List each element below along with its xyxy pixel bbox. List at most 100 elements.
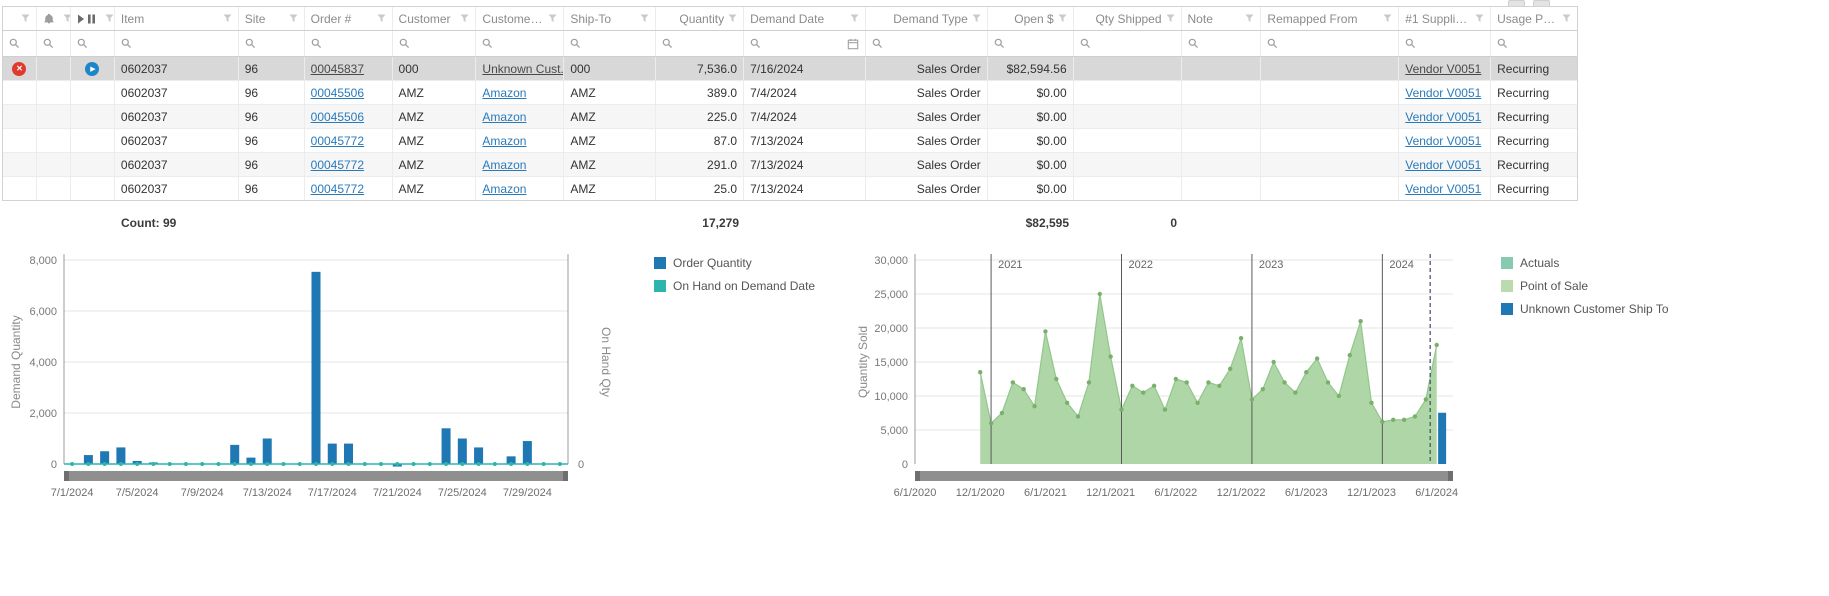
filter-funnel-icon[interactable] <box>1166 14 1175 23</box>
filter-funnel-icon[interactable] <box>223 14 232 23</box>
column-header-item[interactable]: Item <box>115 7 239 30</box>
column-header-note[interactable]: Note <box>1182 7 1262 30</box>
column-header-demand_type[interactable]: Demand Type <box>866 7 988 30</box>
supplier-link[interactable]: Vendor V0051 <box>1405 85 1482 100</box>
search-icon[interactable] <box>662 38 673 49</box>
legend-item-0[interactable]: Order Quantity <box>654 256 839 270</box>
table-row[interactable]: 0602037 96 00045772 AMZ Amazon AMZ 25.0 7/13/20… <box>3 177 1577 200</box>
search-icon[interactable] <box>311 38 322 49</box>
filter-cell-demand_type[interactable] <box>866 31 988 56</box>
filter-cell-item[interactable] <box>115 31 239 56</box>
table-row[interactable]: ✕ ▶ 0602037 96 00045837 000 Unknown Cust... 000… <box>3 57 1577 81</box>
search-icon[interactable] <box>121 38 132 49</box>
filter-funnel-icon[interactable] <box>377 14 386 23</box>
filter-cell-play[interactable] <box>71 31 115 56</box>
filter-funnel-icon[interactable] <box>289 14 298 23</box>
customer_name-link[interactable]: Amazon <box>482 181 527 196</box>
search-icon[interactable] <box>1405 38 1416 49</box>
search-icon[interactable] <box>1497 38 1508 49</box>
column-header-customer[interactable]: Customer <box>393 7 477 30</box>
error-icon[interactable]: ✕ <box>12 61 27 76</box>
search-icon[interactable] <box>872 38 883 49</box>
filter-cell-remapped_from[interactable] <box>1261 31 1400 56</box>
filter-cell-order[interactable] <box>305 31 393 56</box>
demand-chart-svg[interactable]: 0 2,000 4,000 6,000 8,000 7/1/2024 7/5/2024 7/9… <box>6 244 654 516</box>
column-header-qty_shipped[interactable]: Qty Shipped <box>1074 7 1182 30</box>
column-header-open[interactable]: Open $ <box>988 7 1074 30</box>
legend-item-2[interactable]: Unknown Customer Ship To <box>1501 302 1686 316</box>
filter-cell-open[interactable] <box>988 31 1074 56</box>
filter-funnel-icon[interactable] <box>850 14 859 23</box>
column-header-customer_name[interactable]: Customer ... <box>476 7 565 30</box>
customer_name-link[interactable]: Amazon <box>482 109 527 124</box>
filter-funnel-icon[interactable] <box>1475 14 1484 23</box>
search-icon[interactable] <box>1188 38 1199 49</box>
table-row[interactable]: 0602037 96 00045506 AMZ Amazon AMZ 389.0 7/4/20… <box>3 81 1577 105</box>
filter-funnel-icon[interactable] <box>728 14 737 23</box>
column-header-play[interactable] <box>71 7 115 30</box>
column-header-site[interactable]: Site <box>239 7 305 30</box>
filter-funnel-icon[interactable] <box>548 14 557 23</box>
filter-cell-usage[interactable] <box>1491 31 1577 56</box>
search-icon[interactable] <box>9 38 20 49</box>
column-header-order[interactable]: Order # <box>305 7 393 30</box>
legend-item-0[interactable]: Actuals <box>1501 256 1686 270</box>
calendar-icon[interactable] <box>847 38 859 50</box>
filter-cell-ship_to[interactable] <box>564 31 657 56</box>
table-row[interactable]: 0602037 96 00045772 AMZ Amazon AMZ 87.0 7/13/20… <box>3 129 1577 153</box>
filter-cell-alarm[interactable] <box>37 31 71 56</box>
search-icon[interactable] <box>77 38 88 49</box>
search-icon[interactable] <box>570 38 581 49</box>
search-icon[interactable] <box>1080 38 1091 49</box>
column-header-quantity[interactable]: Quantity <box>656 7 745 30</box>
filter-cell-supplier[interactable] <box>1399 31 1492 56</box>
filter-funnel-icon[interactable] <box>1383 14 1392 23</box>
search-icon[interactable] <box>245 38 256 49</box>
order-link[interactable]: 00045772 <box>310 157 365 172</box>
filter-cell-note[interactable] <box>1182 31 1262 56</box>
column-header-usage[interactable]: Usage Patte... <box>1491 7 1577 30</box>
search-icon[interactable] <box>1267 38 1278 49</box>
column-header-ship_to[interactable]: Ship-To <box>564 7 657 30</box>
filter-cell-demand_date[interactable] <box>744 31 866 56</box>
filter-cell-status[interactable] <box>3 31 37 56</box>
customer_name-link[interactable]: Amazon <box>482 157 527 172</box>
supplier-link[interactable]: Vendor V0051 <box>1405 109 1482 124</box>
row-play-icon[interactable]: ▶ <box>85 61 100 76</box>
column-header-demand_date[interactable]: Demand Date <box>744 7 866 30</box>
search-icon[interactable] <box>750 38 761 49</box>
filter-cell-quantity[interactable] <box>656 31 745 56</box>
search-icon[interactable] <box>399 38 410 49</box>
legend-item-1[interactable]: Point of Sale <box>1501 279 1686 293</box>
filter-funnel-icon[interactable] <box>1245 14 1254 23</box>
table-row[interactable]: 0602037 96 00045506 AMZ Amazon AMZ 225.0 7/4/20… <box>3 105 1577 129</box>
filter-funnel-icon[interactable] <box>972 14 981 23</box>
order-link[interactable]: 00045772 <box>310 181 365 196</box>
supplier-link[interactable]: Vendor V0051 <box>1405 133 1482 148</box>
filter-funnel-icon[interactable] <box>640 14 649 23</box>
filter-cell-qty_shipped[interactable] <box>1074 31 1182 56</box>
order-link[interactable]: 00045506 <box>310 85 365 100</box>
supplier-link[interactable]: Vendor V0051 <box>1405 181 1482 196</box>
order-link[interactable]: 00045772 <box>310 133 365 148</box>
column-header-remapped_from[interactable]: Remapped From <box>1261 7 1400 30</box>
filter-funnel-icon[interactable] <box>460 14 469 23</box>
order-link[interactable]: 00045837 <box>310 61 365 76</box>
filter-funnel-icon[interactable] <box>105 14 114 23</box>
column-header-status[interactable] <box>3 7 37 30</box>
table-row[interactable]: 0602037 96 00045772 AMZ Amazon AMZ 291.0 7/13/2… <box>3 153 1577 177</box>
search-icon[interactable] <box>482 38 493 49</box>
search-icon[interactable] <box>43 38 54 49</box>
customer_name-link[interactable]: Amazon <box>482 133 527 148</box>
legend-item-1[interactable]: On Hand on Demand Date <box>654 279 839 293</box>
filter-funnel-icon[interactable] <box>63 14 70 23</box>
order-link[interactable]: 00045506 <box>310 109 365 124</box>
supplier-link[interactable]: Vendor V0051 <box>1405 61 1482 76</box>
filter-funnel-icon[interactable] <box>1058 14 1067 23</box>
sales-chart-svg[interactable]: 0 5,000 10,000 15,000 20,000 25,000 30,000 2021… <box>853 244 1501 516</box>
filter-funnel-icon[interactable] <box>1562 14 1571 23</box>
filter-cell-site[interactable] <box>239 31 305 56</box>
filter-funnel-icon[interactable] <box>21 14 30 23</box>
filter-cell-customer_name[interactable] <box>476 31 565 56</box>
customer_name-link[interactable]: Unknown Cust... <box>482 61 565 76</box>
